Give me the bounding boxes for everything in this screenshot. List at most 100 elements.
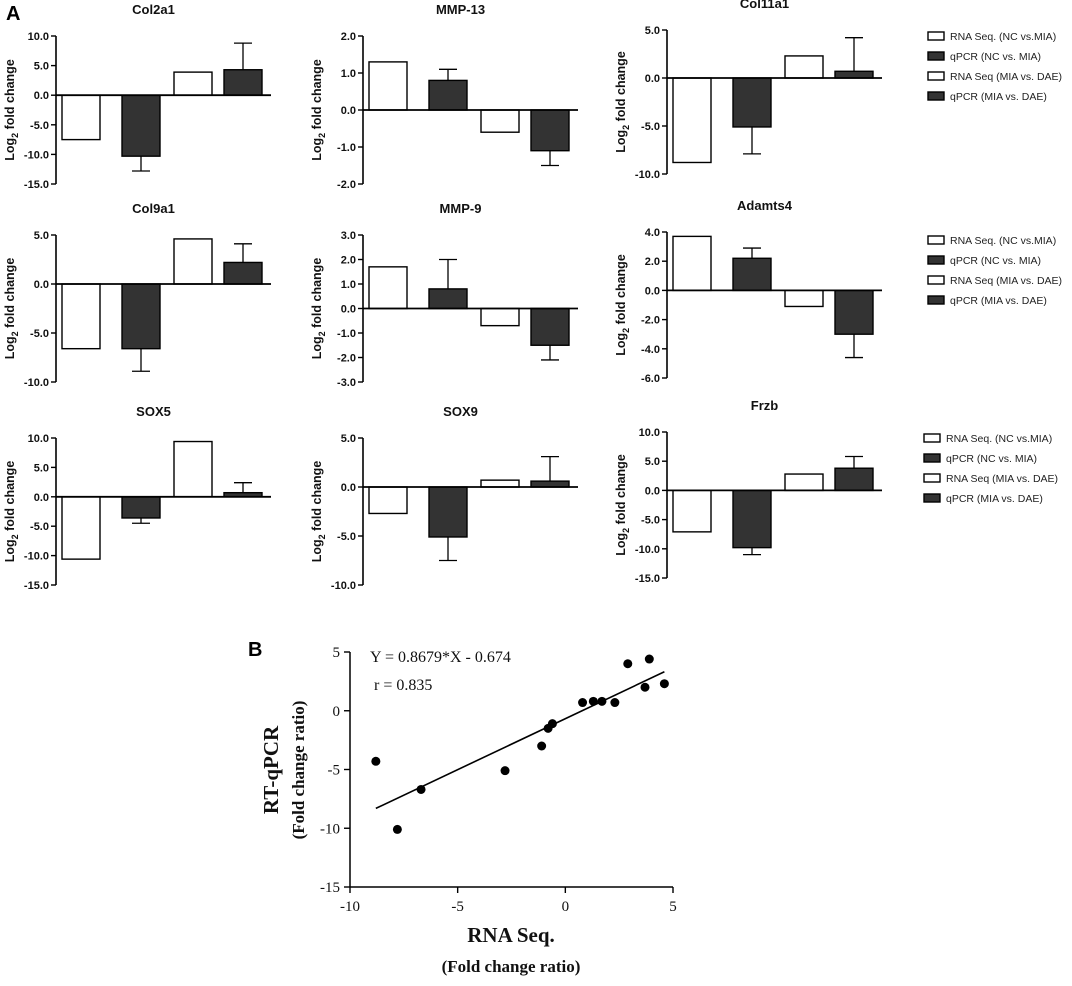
- y-tick-label: 5.0: [645, 456, 660, 468]
- bar-chart-col2a1: Col2a1 -15.0 -10.0 -5.0 0.0 5.0 10.0 Log2 fold …: [3, 2, 271, 191]
- y-axis-label: Log2 fold change: [614, 254, 631, 356]
- scatter-point: [547, 719, 557, 729]
- bar-chart-frzb: Frzb -15.0 -10.0 -5.0 0.0 5.0 10.0 Log2 fold ch…: [614, 398, 882, 585]
- y-label-part: Log: [310, 138, 324, 161]
- legend-label: qPCR (NC vs. MIA): [950, 255, 1041, 267]
- y-tick-label: 10.0: [639, 427, 660, 439]
- y-tick-label: -6.0: [641, 373, 660, 385]
- scatter-point: [644, 654, 654, 664]
- legend-3: RNA Seq. (NC vs.MIA) qPCR (NC vs. MIA) RNA…: [923, 433, 1058, 505]
- y-tick-label: -10.0: [24, 377, 49, 389]
- y-tick-label: -10.0: [635, 169, 660, 181]
- legend-label: qPCR (MIA vs. DAE): [950, 295, 1047, 307]
- scatter-point: [640, 682, 650, 692]
- chart-title: MMP-13: [436, 2, 485, 17]
- bar-chart-sox9: SOX9 -10.0 -5.0 0.0 5.0 Log2 fold change: [310, 404, 578, 592]
- scatter-x-tick-label: -10: [340, 899, 360, 915]
- panel-label-a: A: [6, 3, 20, 25]
- scatter-x-sublabel: (Fold change ratio): [442, 957, 581, 976]
- legend-label: qPCR (NC vs. MIA): [946, 453, 1037, 465]
- y-label-part: fold change: [614, 454, 628, 528]
- y-tick-label: 0.0: [341, 482, 356, 494]
- y-label-subscript: 2: [317, 534, 327, 539]
- y-tick-label: 5.0: [645, 25, 660, 37]
- bar-3: [173, 238, 213, 285]
- y-axis-label: Log2 fold change: [310, 461, 327, 563]
- y-tick-label: -10.0: [24, 551, 49, 563]
- y-tick-label: 0.0: [341, 304, 356, 316]
- y-tick-label: 5.0: [341, 433, 356, 445]
- y-label-part: fold change: [310, 461, 324, 535]
- legend-swatch: [927, 235, 945, 245]
- bar-4: [530, 307, 570, 346]
- legend-label: qPCR (MIA vs. DAE): [946, 493, 1043, 505]
- bar-2: [428, 486, 468, 538]
- legend-2: RNA Seq. (NC vs.MIA) qPCR (NC vs. MIA) RNA…: [927, 235, 1062, 307]
- legend-label: qPCR (MIA vs. DAE): [950, 91, 1047, 103]
- y-axis-label: Log2 fold change: [614, 51, 631, 153]
- y-tick-label: 10.0: [28, 433, 49, 445]
- scatter-y-tick-label: 5: [333, 645, 341, 661]
- legend-label: RNA Seq. (NC vs.MIA): [946, 433, 1052, 445]
- bar-chart-mmp-9: MMP-9 -3.0 -2.0 -1.0 0.0 1.0 2.0 3.0 Log2 fold c…: [310, 201, 578, 389]
- bar-chart-sox5: SOX5 -15.0 -10.0 -5.0 0.0 5.0 10.0 Log2 fold ch…: [3, 404, 271, 592]
- chart-title: Col11a1: [740, 0, 789, 11]
- y-label-part: Log: [3, 138, 17, 161]
- y-tick-label: 3.0: [341, 230, 356, 242]
- y-tick-label: 0.0: [34, 279, 49, 291]
- y-tick-label: -1.0: [337, 328, 356, 340]
- y-axis-label: Log2 fold change: [310, 258, 327, 360]
- y-axis-label: Log2 fold change: [310, 59, 327, 161]
- y-tick-label: 5.0: [34, 61, 49, 73]
- y-tick-label: 4.0: [645, 227, 660, 239]
- y-tick-label: -10.0: [635, 544, 660, 556]
- scatter-x-label: RNA Seq.: [467, 923, 555, 947]
- scatter-y-tick-label: -5: [328, 763, 341, 779]
- y-tick-label: -2.0: [337, 353, 356, 365]
- y-label-subscript: 2: [10, 331, 20, 336]
- y-tick-label: -5.0: [641, 515, 660, 527]
- y-tick-label: -15.0: [635, 573, 660, 585]
- scatter-x-tick-label: 0: [562, 899, 570, 915]
- legend-swatch: [927, 31, 945, 41]
- bar-4: [530, 109, 570, 152]
- scatter-y-tick-label: -10: [320, 821, 340, 837]
- y-axis-label: Log2 fold change: [3, 258, 20, 360]
- y-tick-label: -10.0: [331, 580, 356, 592]
- y-tick-label: 0.0: [34, 492, 49, 504]
- scatter-point: [610, 698, 620, 708]
- y-label-part: Log: [3, 336, 17, 359]
- legend-swatch: [923, 473, 941, 483]
- y-tick-label: -5.0: [30, 328, 49, 340]
- y-tick-label: 1.0: [341, 68, 356, 80]
- bar-1: [672, 77, 712, 164]
- legend-label: RNA Seq. (NC vs.MIA): [950, 31, 1056, 43]
- chart-title: SOX9: [443, 404, 478, 419]
- scatter-point: [392, 824, 402, 834]
- y-tick-label: -5.0: [641, 121, 660, 133]
- scatter-point: [588, 696, 598, 706]
- bar-1: [61, 283, 101, 350]
- bar-4: [834, 467, 874, 492]
- legend-1: RNA Seq. (NC vs.MIA) qPCR (NC vs. MIA) RNA…: [927, 31, 1062, 103]
- bar-2: [121, 94, 161, 157]
- y-tick-label: 10.0: [28, 31, 49, 43]
- correlation-coefficient: r = 0.835: [374, 677, 432, 694]
- y-tick-label: 2.0: [341, 31, 356, 43]
- y-tick-label: -5.0: [30, 120, 49, 132]
- regression-line: [375, 671, 665, 810]
- y-label-part: Log: [614, 533, 628, 556]
- chart-title: Col2a1: [132, 2, 175, 17]
- bar-2: [732, 77, 772, 128]
- y-label-part: Log: [310, 336, 324, 359]
- scatter-point: [578, 698, 588, 708]
- y-label-part: fold change: [310, 59, 324, 133]
- y-axis-label: Log2 fold change: [614, 454, 631, 556]
- legend-label: RNA Seq (MIA vs. DAE): [950, 71, 1062, 83]
- bar-3: [784, 55, 824, 79]
- bar-chart-col11a1: Col11a1 -10.0 -5.0 0.0 5.0 Log2 fold change: [614, 0, 882, 181]
- y-label-part: fold change: [310, 258, 324, 332]
- y-tick-label: -4.0: [641, 344, 660, 356]
